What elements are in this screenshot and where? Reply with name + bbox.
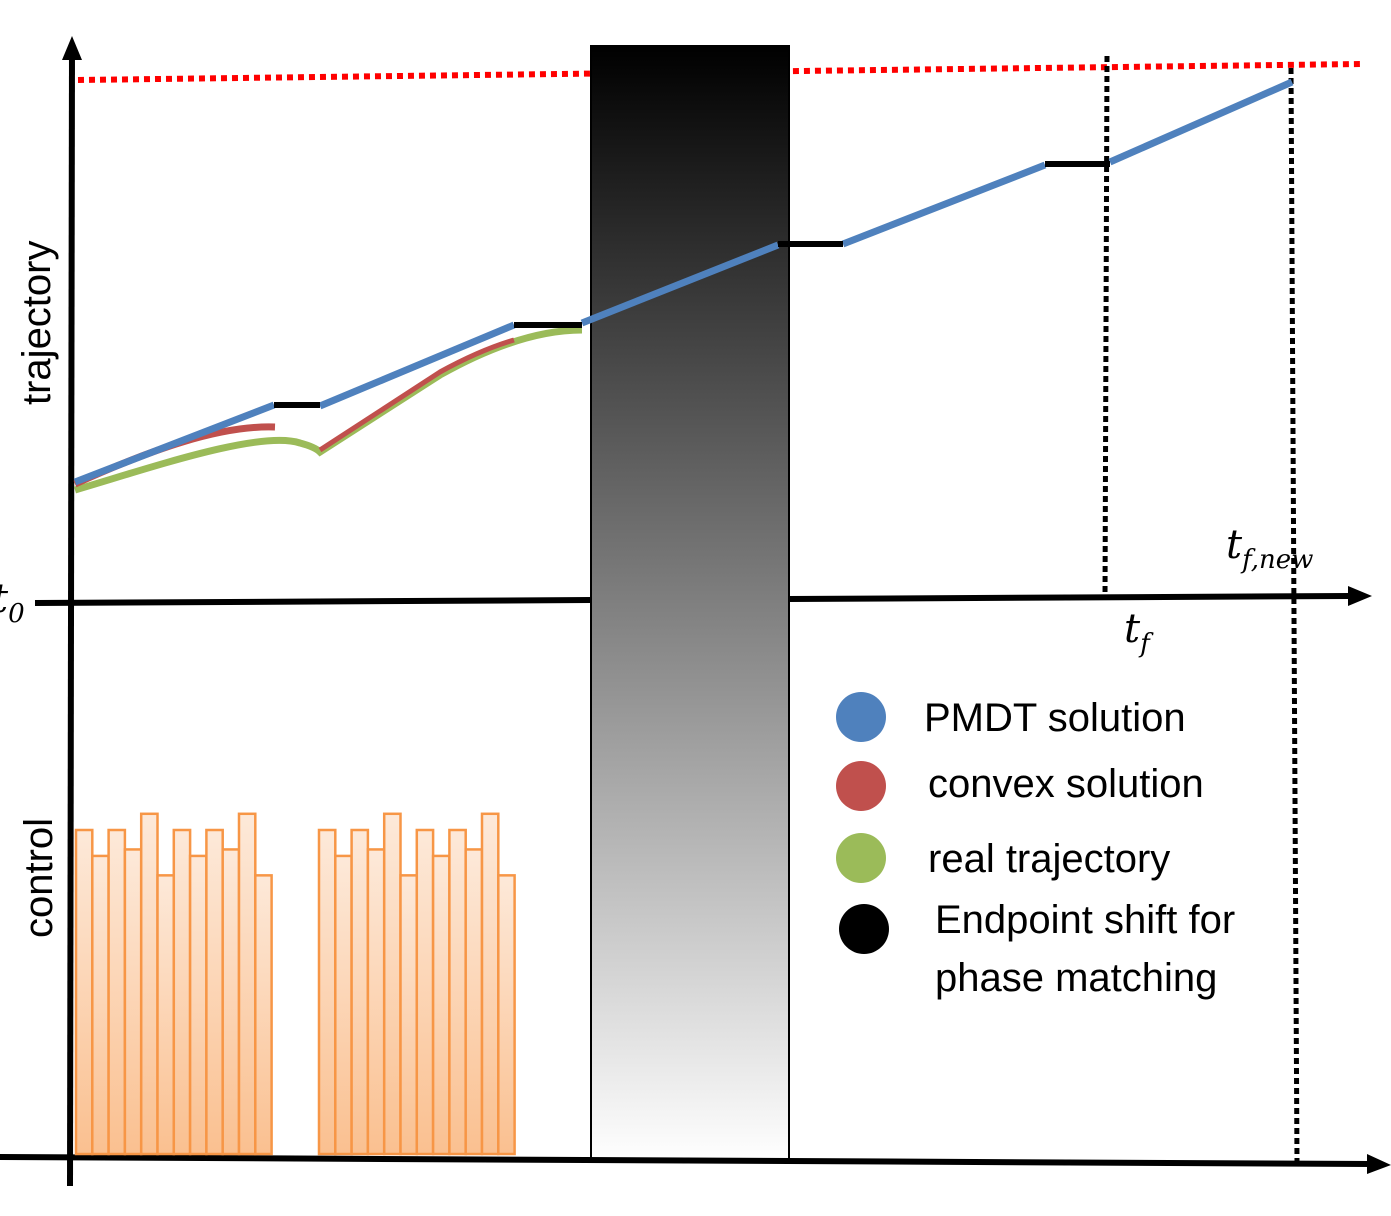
control-bar	[205, 828, 224, 1156]
legend: PMDT solution convex solution real traje…	[836, 692, 1235, 1000]
legend-label-convex: convex solution	[928, 762, 1204, 806]
legend-marker-endpoint	[839, 904, 889, 954]
tf-marker-line	[1102, 55, 1110, 599]
time-axis-upper-right	[788, 593, 1351, 602]
control-bar	[448, 828, 467, 1156]
control-bar	[366, 848, 386, 1156]
time-axis-lower-arrow	[1367, 1154, 1391, 1174]
y-axis-arrow	[62, 36, 82, 60]
legend-marker-convex	[836, 761, 886, 811]
control-bar	[431, 854, 451, 1156]
control-bar	[172, 828, 192, 1156]
control-bar	[415, 828, 435, 1156]
control-bar	[237, 812, 257, 1156]
time-axis-upper-arrow	[1348, 586, 1372, 606]
time-axis-lower	[0, 1154, 1371, 1167]
convex-solution-segment-1	[73, 423, 276, 488]
endpoint-shift-markers	[274, 161, 1110, 408]
legend-label-pmdt: PMDT solution	[924, 696, 1186, 740]
legend-marker-real	[836, 833, 886, 883]
control-bar	[139, 812, 159, 1156]
legend-label-endpoint: Endpoint shift for	[935, 898, 1235, 942]
control-bar	[382, 812, 402, 1156]
convex-solution-segment-2	[318, 337, 515, 453]
control-bar	[350, 828, 370, 1156]
control-bar	[221, 848, 241, 1156]
blackout-region	[590, 45, 790, 1163]
tf-new-label: tf,new	[1226, 522, 1313, 575]
control-bar	[464, 848, 484, 1156]
control-axis-label: control	[17, 818, 61, 938]
control-bar	[74, 828, 94, 1156]
tf-new-marker-line	[1288, 67, 1300, 1165]
real-trajectory-line	[74, 326, 583, 494]
control-bar	[334, 854, 353, 1156]
trajectory-axis-label: trajectory	[15, 241, 59, 406]
tf-label: tf	[1124, 606, 1154, 659]
legend-label-real: real trajectory	[928, 837, 1170, 881]
control-bar	[123, 848, 143, 1156]
control-bar	[107, 828, 127, 1156]
legend-marker-pmdt	[836, 692, 886, 742]
control-bar	[399, 874, 419, 1156]
control-bar	[317, 828, 337, 1156]
control-bar	[254, 874, 273, 1156]
control-bar	[480, 812, 500, 1156]
control-bars	[74, 812, 516, 1156]
legend-label-endpoint-line2: phase matching	[935, 956, 1217, 1000]
pmdt-solution-line	[73, 78, 1294, 486]
control-bar	[156, 874, 176, 1156]
t0-label: t0	[0, 576, 25, 629]
y-axis	[67, 49, 75, 1187]
control-bar	[91, 854, 110, 1156]
control-bar	[188, 854, 208, 1156]
time-axis-upper	[34, 597, 592, 606]
control-bar	[497, 874, 516, 1156]
